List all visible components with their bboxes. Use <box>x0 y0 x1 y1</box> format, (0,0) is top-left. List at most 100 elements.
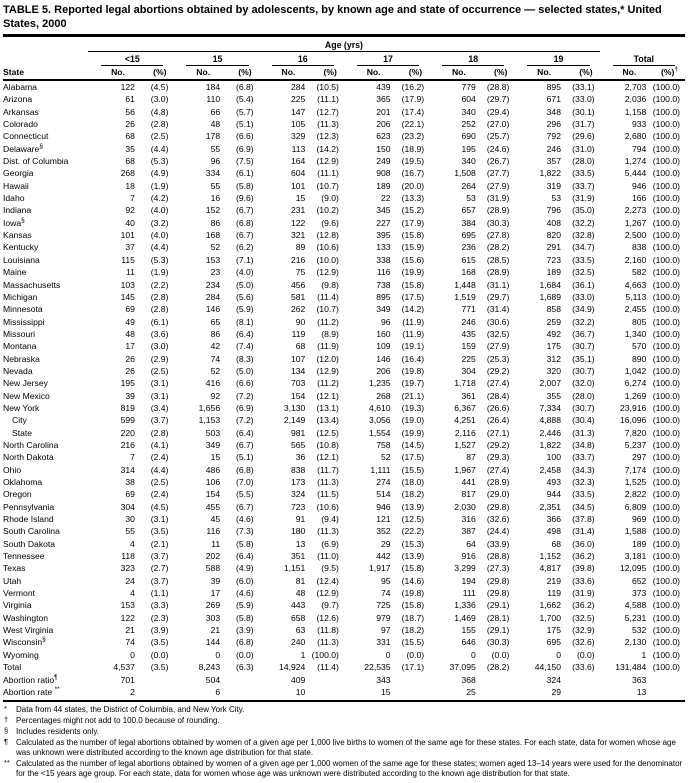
cell-percent: (36.2) <box>572 551 595 562</box>
cell-number: 3,056 <box>369 415 391 426</box>
cell-number: 615 <box>461 254 476 265</box>
cell-number: 39 <box>210 575 221 586</box>
cell-number: 1,448 <box>454 279 476 290</box>
cell-number: 352 <box>376 526 391 537</box>
cell-percent: (100.0) <box>652 477 680 487</box>
cell-percent: (29.1) <box>486 600 510 611</box>
cell-percent: (15.6) <box>401 254 425 265</box>
cell-percent: (18.7) <box>401 612 425 623</box>
footnote: ** Calculated as the number of legal abor… <box>4 758 683 778</box>
cell-number: 324 <box>546 674 561 685</box>
cell-number: 946 <box>376 501 391 512</box>
cell-percent: (11.2) <box>317 316 339 327</box>
cell-percent: (28.9) <box>486 205 510 216</box>
cell-percent: (29.8) <box>486 575 510 586</box>
row-label: Tennessee <box>3 551 45 562</box>
cell-percent: (5.8) <box>236 180 254 191</box>
cell-percent: (2.8) <box>150 427 169 438</box>
cell-percent: (3.0) <box>150 94 169 105</box>
cell-number: 1 <box>300 649 306 660</box>
cell-number: 291 <box>546 242 561 253</box>
table-row: Maine 11 (1.9) 23 (4.0) 75 (12.9) 116 (19.9) 168 (… <box>3 266 685 278</box>
cell-percent: (31.1) <box>486 279 510 290</box>
cell-percent: (17.9) <box>401 217 425 228</box>
cell-percent: (33.0) <box>572 291 595 302</box>
cell-number: 21 <box>210 625 221 636</box>
cell-percent: (2.8) <box>150 291 169 302</box>
cell-percent: (3.1) <box>150 514 169 525</box>
cell-number: 0 <box>130 649 135 660</box>
cell-number: 969 <box>631 514 647 525</box>
cell-number: 493 <box>546 477 561 487</box>
cell-number: 658 <box>291 612 306 623</box>
cell-percent: (100.0) <box>652 538 680 549</box>
cell-number: 2,036 <box>624 94 647 105</box>
cell-percent: (27.4) <box>486 378 510 389</box>
cell-number: 805 <box>631 316 647 327</box>
row-label: West Virginia <box>3 625 54 636</box>
cell-number: 18 <box>125 180 135 191</box>
cell-number: 144 <box>205 637 221 648</box>
cell-percent: (10.6) <box>316 242 339 253</box>
cell-number: 16 <box>210 193 221 204</box>
cell-number: 115 <box>121 254 135 265</box>
cell-number: 565 <box>291 439 306 450</box>
cell-number: 175 <box>546 341 561 352</box>
cell-percent: (3.4) <box>150 402 169 413</box>
table-row: Rhode Island 30 (3.1) 45 (4.6) 91 (9.4) 121 (12.… <box>3 513 685 525</box>
cell-number: 304 <box>120 501 135 512</box>
table-row: Virginia 153 (3.3) 269 (5.9) 443 (9.7) 725 (15.8… <box>3 599 685 611</box>
cell-number: 15 <box>295 193 306 204</box>
cell-percent: (12.1) <box>316 452 339 463</box>
cell-number: 581 <box>291 291 306 302</box>
table-row: Colorado 26 (2.8) 48 (5.1) 105 (11.3) 206 (22.1)… <box>3 118 685 130</box>
cell-percent: (36.2) <box>572 600 595 611</box>
cell-number: 284 <box>291 82 306 92</box>
cell-percent: (12.9) <box>316 156 339 167</box>
cell-number: 1,151 <box>283 563 306 574</box>
cell-number: 2,458 <box>539 464 561 475</box>
cell-number: 384 <box>461 217 476 228</box>
cell-percent: (4.5) <box>150 501 169 512</box>
row-label: Virginia <box>3 600 32 611</box>
cell-number: 503 <box>205 427 221 438</box>
footnote-marker: † <box>4 715 9 725</box>
cell-number: 345 <box>376 205 391 216</box>
cell-number: 66 <box>210 106 221 117</box>
cell-percent: (19.5) <box>401 156 425 167</box>
cell-percent: (33.5) <box>572 489 595 500</box>
cell-percent: (4.1) <box>150 439 169 450</box>
cell-percent: (18.2) <box>401 625 425 636</box>
cell-percent: (29.7) <box>486 291 510 302</box>
cell-number: 946 <box>631 180 647 191</box>
cell-number: 363 <box>631 674 647 685</box>
total-pct-header: (%)† <box>646 66 685 81</box>
cell-number: 1,042 <box>624 365 647 376</box>
cell-number: 74 <box>210 353 221 364</box>
cell-number: 122 <box>120 82 135 92</box>
cell-number: 87 <box>466 452 476 463</box>
cell-number: 387 <box>461 526 476 537</box>
col-header-under15: <15 <box>88 52 173 66</box>
cell-number: 338 <box>376 254 391 265</box>
row-label: South Dakota <box>3 538 56 549</box>
cell-percent: (100.0) <box>652 94 680 105</box>
cell-number: 486 <box>205 464 221 475</box>
cell-number: 184 <box>205 82 221 92</box>
cell-number: 7,820 <box>624 427 647 438</box>
cell-percent: (6.8) <box>236 464 254 475</box>
cell-percent <box>476 674 515 686</box>
cell-number: 604 <box>461 94 476 105</box>
cell-percent: (15.9) <box>401 242 425 253</box>
cell-percent: (29.8) <box>486 501 510 512</box>
cell-percent: (12.9) <box>316 267 339 278</box>
cell-number: 514 <box>376 489 391 500</box>
cell-number: 1,917 <box>369 563 391 574</box>
cell-number: 95 <box>381 575 391 586</box>
cell-number: 838 <box>291 464 306 475</box>
cell-percent: (19.9) <box>401 427 425 438</box>
cell-number: 219 <box>546 575 561 586</box>
cell-percent: (5.7) <box>236 106 254 117</box>
cell-number: 23 <box>210 267 221 278</box>
cell-percent: (33.1) <box>572 82 595 92</box>
